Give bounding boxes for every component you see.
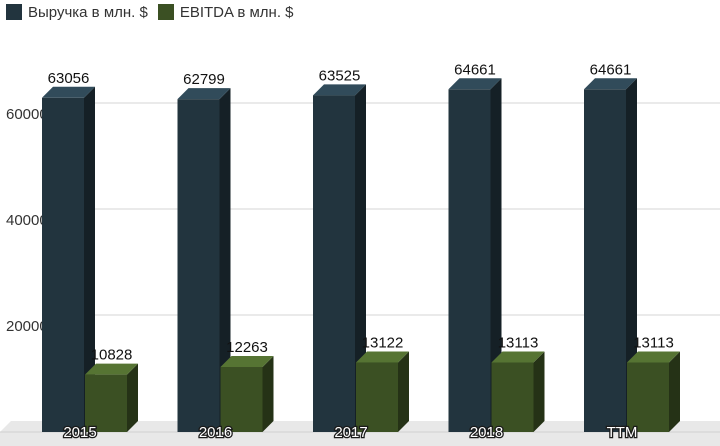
ebitda-bar (85, 374, 127, 432)
legend-swatch-revenue (6, 4, 22, 20)
y-tick-label: 40000 (6, 212, 48, 229)
ebitda-data-label: 13113 (498, 335, 539, 352)
ebitda-bar-top (85, 363, 138, 375)
revenue-bar-top (448, 78, 502, 90)
x-tick-label: 2018 (470, 424, 503, 441)
x-tick-label: 2015 (63, 424, 96, 441)
revenue-bar-side (355, 84, 366, 432)
ebitda-data-label: 13113 (633, 335, 674, 352)
revenue-bar-side (84, 86, 95, 433)
ebitda-bar (356, 362, 398, 432)
ebitda-bar-side (262, 356, 274, 432)
ebitda-data-label: 10828 (91, 347, 133, 364)
legend-item-revenue[interactable]: Выручка в млн. $ (6, 4, 148, 21)
ebitda-bar-side (127, 363, 138, 432)
ebitda-data-label: 13122 (362, 334, 404, 351)
revenue-bar (42, 97, 84, 433)
revenue-data-label: 63525 (319, 67, 361, 84)
ebitda-bar-side (398, 351, 409, 432)
y-tick-label: 60000 (6, 106, 48, 123)
legend-item-ebitda[interactable]: EBITDA в млн. $ (157, 3, 294, 21)
revenue-bar-side (219, 88, 231, 433)
legend-label-ebitda: EBITDA в млн. $ (179, 3, 294, 21)
ebitda-bar-side (669, 351, 680, 432)
revenue-data-label: 64661 (590, 61, 632, 78)
ebitda-bar (627, 362, 669, 432)
revenue-data-label: 62799 (183, 71, 225, 88)
revenue-bar-top (584, 78, 637, 90)
revenue-bar-side (490, 78, 502, 433)
revenue-data-label: 64661 (454, 61, 496, 78)
legend-label-revenue: Выручка в млн. $ (28, 3, 148, 21)
ebitda-bar (491, 362, 534, 432)
revenue-bar (313, 95, 355, 432)
x-tick-label: 2017 (334, 424, 367, 441)
revenue-data-label: 63056 (48, 70, 90, 87)
x-tick-label: TTM (607, 424, 638, 441)
y-tick-label: 20000 (6, 318, 48, 335)
revenue-bar (177, 99, 220, 433)
revenue-bar-top (177, 88, 231, 100)
revenue-bar-top (313, 84, 366, 96)
x-tick-label: 2016 (199, 424, 232, 441)
ebitda-data-label: 12263 (226, 339, 268, 356)
revenue-bar (448, 89, 491, 433)
legend: Выручка в млн. $ EBITDA в млн. $ (6, 2, 294, 22)
ebitda-bar-side (533, 351, 545, 432)
ebitda-bar-top (356, 351, 409, 363)
ebitda-bar (220, 367, 263, 432)
revenue-bar-side (626, 78, 637, 433)
revenue-bar (584, 89, 626, 433)
ebitda-bar-top (491, 351, 545, 363)
revenue-bar-top (42, 86, 95, 98)
ebitda-bar-top (220, 356, 274, 368)
ebitda-bar-top (627, 351, 680, 363)
legend-swatch-ebitda (157, 4, 174, 20)
